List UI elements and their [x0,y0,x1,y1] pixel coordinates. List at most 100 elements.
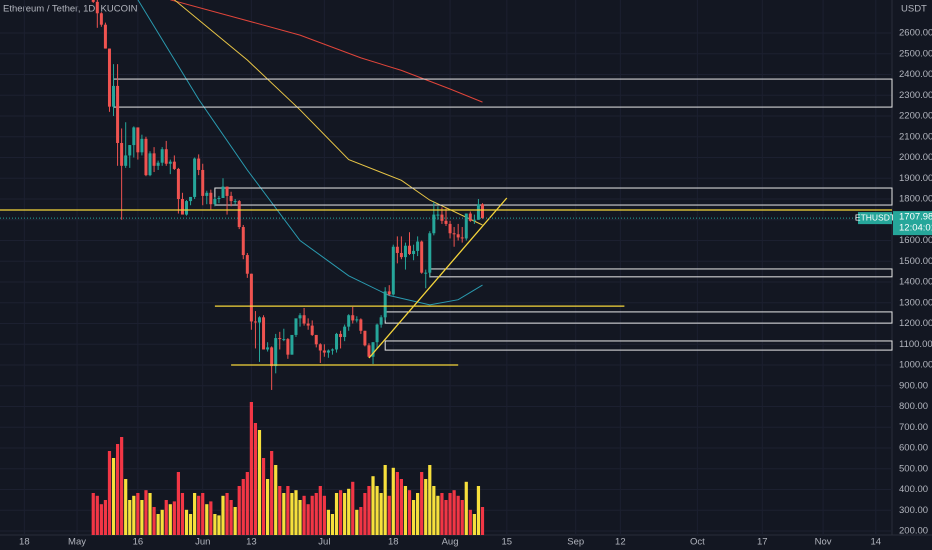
volume-bar [468,509,472,535]
volume-bar [188,514,193,535]
volume-bar [160,509,164,535]
y-tick-label: 2300.00 [899,90,932,101]
volume-bar [322,495,326,535]
volume-bar [120,437,124,535]
y-tick-label: 1400.00 [899,277,932,288]
candle-body [330,349,334,351]
volume-bar [156,514,160,535]
volume-bar [282,493,286,535]
candle-body [314,334,318,345]
volume-bar [330,514,335,535]
volume-bar [326,509,331,535]
candle-body [144,138,148,176]
x-tick-label: 14 [870,537,881,548]
candle-body [452,233,456,235]
volume-bar [286,486,290,535]
volume-bar [115,444,120,535]
candle-body [480,204,484,219]
candle-body [302,315,306,324]
volume-bar [270,451,274,535]
candle-body [237,201,241,228]
volume-bar [128,500,132,535]
volume-bar [201,493,205,535]
volume-bar [144,490,148,535]
volume-bar [213,514,217,535]
candle-body [136,127,140,153]
volume-bar [432,486,436,535]
y-tick-label: 1500.00 [899,256,932,267]
volume-bar [440,493,444,535]
y-tick-label: 1900.00 [899,173,932,184]
candle-body [278,338,282,340]
candle-body [262,317,266,350]
candle-body [343,326,347,338]
candle-body [310,325,314,335]
candle-body [112,85,116,107]
candle-body [116,85,120,143]
candle-body [209,192,213,205]
candle-body [95,1,99,14]
volume-bar [294,490,298,535]
volume-bar [140,500,144,535]
candle-body [213,199,217,205]
y-tick-label: 2600.00 [899,28,932,39]
volume-bar [152,507,156,535]
volume-bar [355,509,359,535]
y-tick-label: 1600.00 [899,235,932,246]
candle-body [363,330,367,346]
candle-body [152,153,156,166]
candle-body [201,169,205,196]
volume-bar [359,507,363,535]
y-tick-label: 1300.00 [899,297,932,308]
volume-bar [302,495,306,535]
volume-bar [245,472,249,535]
volume-bar [371,476,375,535]
volume-bar [403,486,408,535]
candle-body [424,272,428,274]
volume-bar [197,495,201,535]
candle-body [347,315,351,327]
moving-average [173,0,483,226]
y-tick-label: 2000.00 [899,152,932,163]
y-tick-label: 1800.00 [899,194,932,205]
candle-body [355,319,359,321]
volume-bar [375,486,379,535]
candle-body [436,214,440,216]
y-tick-label: 1000.00 [899,360,932,371]
x-tick-label: Nov [815,537,832,548]
volume-bar [456,495,460,535]
volume-bar [395,472,399,535]
candle-body [221,186,225,198]
y-tick-label: 1200.00 [899,318,932,329]
volume-bar [464,481,468,535]
candle-body [266,347,270,350]
volume-bar [249,402,253,535]
candle-body [193,158,197,197]
candle-body [464,213,468,239]
candle-body [420,241,424,273]
volume-bar [460,500,464,535]
volume-bar [334,493,339,535]
candle-body [225,186,229,196]
symbol-tag [858,212,892,225]
candle-body [371,342,375,357]
candle-body [375,324,379,343]
candle-body [318,344,322,351]
candle-body [168,161,172,164]
candle-body [359,319,363,331]
volume-bar [363,493,367,535]
volume-bar [168,504,172,535]
candle-body [217,197,221,200]
volume-bar [261,458,266,535]
candle-body [286,339,290,355]
candle-body [428,233,432,273]
volume-bar [132,495,136,535]
candle-body [294,318,298,335]
volume-bar [480,507,485,535]
level-zone [214,187,893,206]
candle-body [148,153,152,176]
volume-bar [436,495,440,535]
volume-bar [420,472,424,535]
